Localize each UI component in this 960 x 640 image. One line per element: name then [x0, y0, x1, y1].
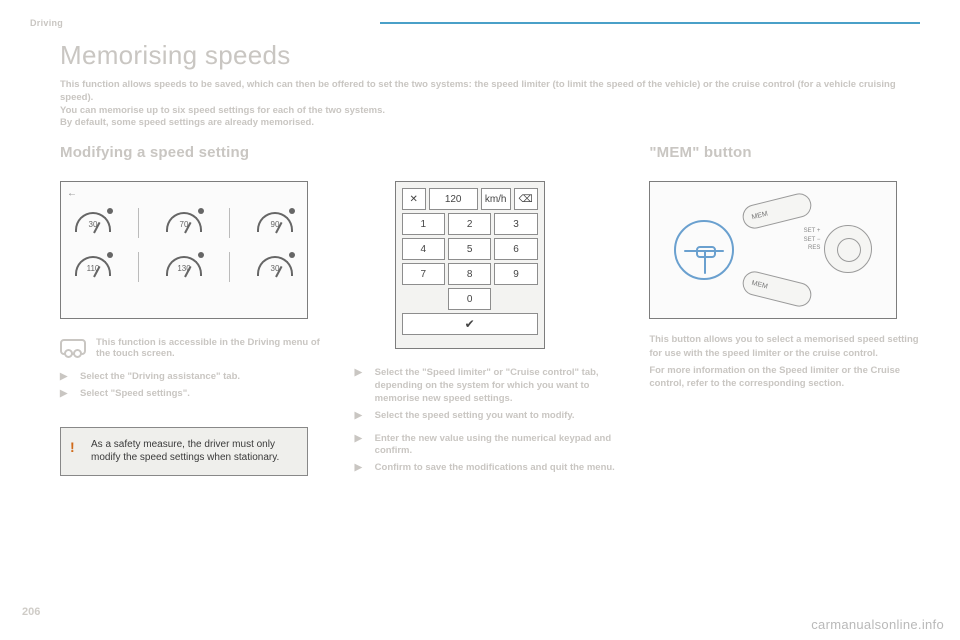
- control-knob-icon: [824, 225, 872, 273]
- access-note-text: This function is accessible in the Drivi…: [96, 337, 331, 359]
- keypad-key[interactable]: 7: [402, 263, 445, 285]
- steering-wheel-icon: [674, 220, 734, 280]
- list-item: ▶ Confirm to save the modifications and q…: [355, 462, 626, 475]
- bullet-text: Select the "Speed limiter" or "Cruise co…: [375, 367, 626, 405]
- bullet-text: Select "Speed settings".: [80, 388, 190, 401]
- col-right: "MEM" button MEM MEM SET + SET − RES Thi…: [649, 144, 920, 479]
- bullet-icon: ▶: [355, 433, 367, 446]
- keypad-key[interactable]: 3: [494, 213, 537, 235]
- knob-label: RES: [804, 244, 821, 252]
- keypad-unit: km/h: [481, 188, 511, 210]
- section-label: Driving: [30, 18, 63, 28]
- separator-icon: [229, 208, 230, 238]
- knob-label: SET −: [804, 236, 821, 244]
- warning-box: ! As a safety measure, the driver must o…: [60, 427, 308, 476]
- watermark: carmanualsonline.info: [811, 617, 944, 632]
- intro-text: This function allows speeds to be saved,…: [60, 79, 900, 130]
- bullet-icon: ▶: [355, 410, 367, 423]
- stalk-mem-top: MEM: [740, 191, 814, 231]
- knob-label: SET +: [804, 227, 821, 235]
- keypad-key[interactable]: 1: [402, 213, 445, 235]
- gauge-icon: 130: [166, 256, 202, 279]
- warning-icon: !: [70, 438, 75, 457]
- keypad-confirm-button[interactable]: ✔: [402, 313, 538, 335]
- car-icon: [60, 339, 86, 355]
- list-item: ▶ Select the "Speed limiter" or "Cruise c…: [355, 367, 626, 405]
- gauge-icon: 70: [166, 212, 202, 235]
- intro-line: This function allows speeds to be saved,…: [60, 79, 900, 105]
- bullet-icon: ▶: [355, 367, 367, 380]
- intro-line: By default, some speed settings are alre…: [60, 117, 900, 130]
- gauge-speed: 70: [180, 220, 189, 229]
- subhead-mem: "MEM" button: [649, 144, 920, 161]
- warning-text: As a safety measure, the driver must onl…: [91, 439, 279, 464]
- gauge-icon: 110: [75, 256, 111, 279]
- stalk-group: MEM MEM SET + SET − RES: [742, 195, 872, 305]
- knob-labels: SET + SET − RES: [804, 227, 821, 252]
- bullet-text: Enter the new value using the numerical …: [375, 433, 626, 459]
- list-item: ▶ Enter the new value using the numerical…: [355, 433, 626, 459]
- keypad-close-button[interactable]: ✕: [402, 188, 426, 210]
- gauge-speed: 30: [89, 220, 98, 229]
- stalk-mem-bottom: MEM: [740, 269, 814, 309]
- subhead-spacer: [355, 144, 626, 161]
- keypad-key[interactable]: 4: [402, 238, 445, 260]
- mem-para-1: This button allows you to select a memor…: [649, 333, 920, 360]
- keypad-key[interactable]: 8: [448, 263, 491, 285]
- bullet-icon: ▶: [60, 388, 72, 401]
- gauge-speed: 110: [87, 264, 100, 273]
- list-item: ▶ Select the speed setting you want to mo…: [355, 410, 626, 423]
- separator-icon: [138, 252, 139, 282]
- keypad-key[interactable]: 5: [448, 238, 491, 260]
- bullet-icon: ▶: [60, 371, 72, 384]
- col-left: Modifying a speed setting ← 30 70 90 110…: [60, 144, 331, 479]
- gauges-row: 30 70 90: [75, 208, 293, 238]
- page-title: Memorising speeds: [60, 40, 920, 71]
- gauges-row: 110 130 30: [75, 252, 293, 282]
- gauge-speed: 130: [177, 264, 190, 273]
- gauge-speed: 30: [271, 264, 280, 273]
- list-item: ▶ Select "Speed settings".: [60, 388, 331, 401]
- bullet-text: Confirm to save the modifications and qu…: [375, 462, 615, 475]
- subhead-modify: Modifying a speed setting: [60, 144, 331, 161]
- intro-line: You can memorise up to six speed setting…: [60, 105, 900, 118]
- list-item: ▶ Select the "Driving assistance" tab.: [60, 371, 331, 384]
- page-number: 206: [22, 606, 40, 618]
- topbar: Driving: [30, 18, 920, 28]
- gauge-speed: 90: [271, 220, 280, 229]
- bullet-text: Select the "Driving assistance" tab.: [80, 371, 240, 384]
- figure-gauges: ← 30 70 90 110 130 30: [60, 181, 308, 319]
- columns: Modifying a speed setting ← 30 70 90 110…: [60, 144, 920, 479]
- keypad-key[interactable]: 9: [494, 263, 537, 285]
- page: Driving Memorising speeds This function …: [60, 18, 920, 612]
- back-icon: ←: [67, 188, 77, 199]
- keypad-key[interactable]: 6: [494, 238, 537, 260]
- keypad-spacer: [402, 288, 445, 310]
- bullets-mid: ▶ Select the "Speed limiter" or "Cruise c…: [355, 367, 626, 475]
- col-mid: ✕ 120 km/h ⌫ 1 2 3 4 5 6 7 8 9: [355, 144, 626, 479]
- gauge-icon: 30: [75, 212, 111, 235]
- access-note: This function is accessible in the Drivi…: [60, 337, 331, 359]
- figure-steering: MEM MEM SET + SET − RES: [649, 181, 897, 319]
- keypad-value: 120: [429, 188, 478, 210]
- bullets-left: ▶ Select the "Driving assistance" tab. ▶ S…: [60, 371, 331, 401]
- figure-keypad: ✕ 120 km/h ⌫ 1 2 3 4 5 6 7 8 9: [395, 181, 545, 349]
- bullet-text: Select the speed setting you want to mod…: [375, 410, 575, 423]
- bullet-icon: ▶: [355, 462, 367, 475]
- gauge-icon: 90: [257, 212, 293, 235]
- keypad-spacer: [494, 288, 537, 310]
- keypad-key[interactable]: 0: [448, 288, 491, 310]
- separator-icon: [138, 208, 139, 238]
- separator-icon: [229, 252, 230, 282]
- mem-para-2: For more information on the Speed limite…: [649, 364, 920, 391]
- keypad-backspace-button[interactable]: ⌫: [514, 188, 538, 210]
- gauge-icon: 30: [257, 256, 293, 279]
- keypad-key[interactable]: 2: [448, 213, 491, 235]
